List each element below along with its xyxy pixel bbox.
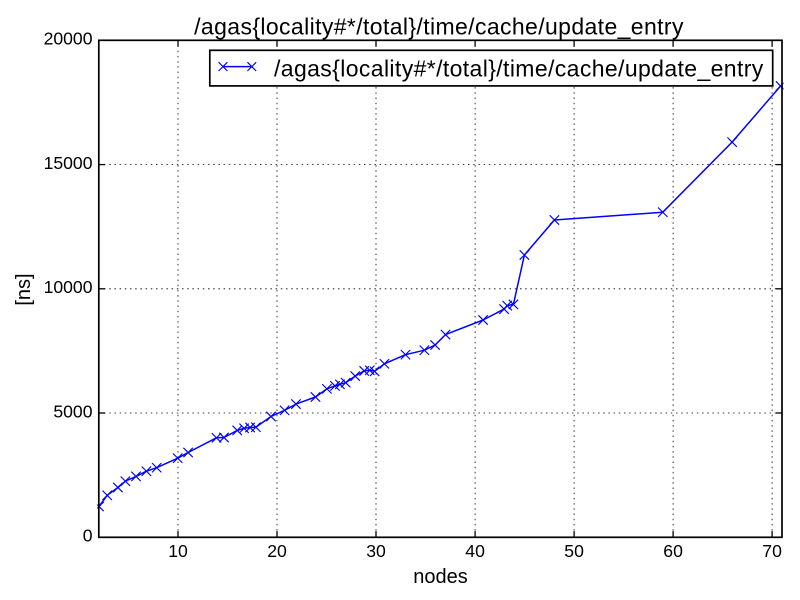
svg-text:nodes: nodes: [413, 566, 468, 588]
svg-text:50: 50: [564, 541, 584, 561]
svg-text:10000: 10000: [44, 277, 93, 297]
svg-text:70: 70: [762, 541, 782, 561]
svg-text:20000: 20000: [44, 29, 93, 49]
svg-text:5000: 5000: [53, 401, 92, 421]
svg-text:15000: 15000: [44, 153, 93, 173]
svg-text:/agas{locality#*/total}/time/c: /agas{locality#*/total}/time/cache/updat…: [274, 56, 764, 82]
svg-text:10: 10: [168, 541, 188, 561]
svg-text:/agas{locality#*/total}/time/c: /agas{locality#*/total}/time/cache/updat…: [194, 14, 684, 40]
svg-text:60: 60: [663, 541, 683, 561]
svg-text:40: 40: [465, 541, 485, 561]
svg-text:0: 0: [83, 526, 93, 546]
svg-text:30: 30: [366, 541, 386, 561]
svg-text:20: 20: [267, 541, 287, 561]
svg-text:[ns]: [ns]: [13, 273, 35, 305]
